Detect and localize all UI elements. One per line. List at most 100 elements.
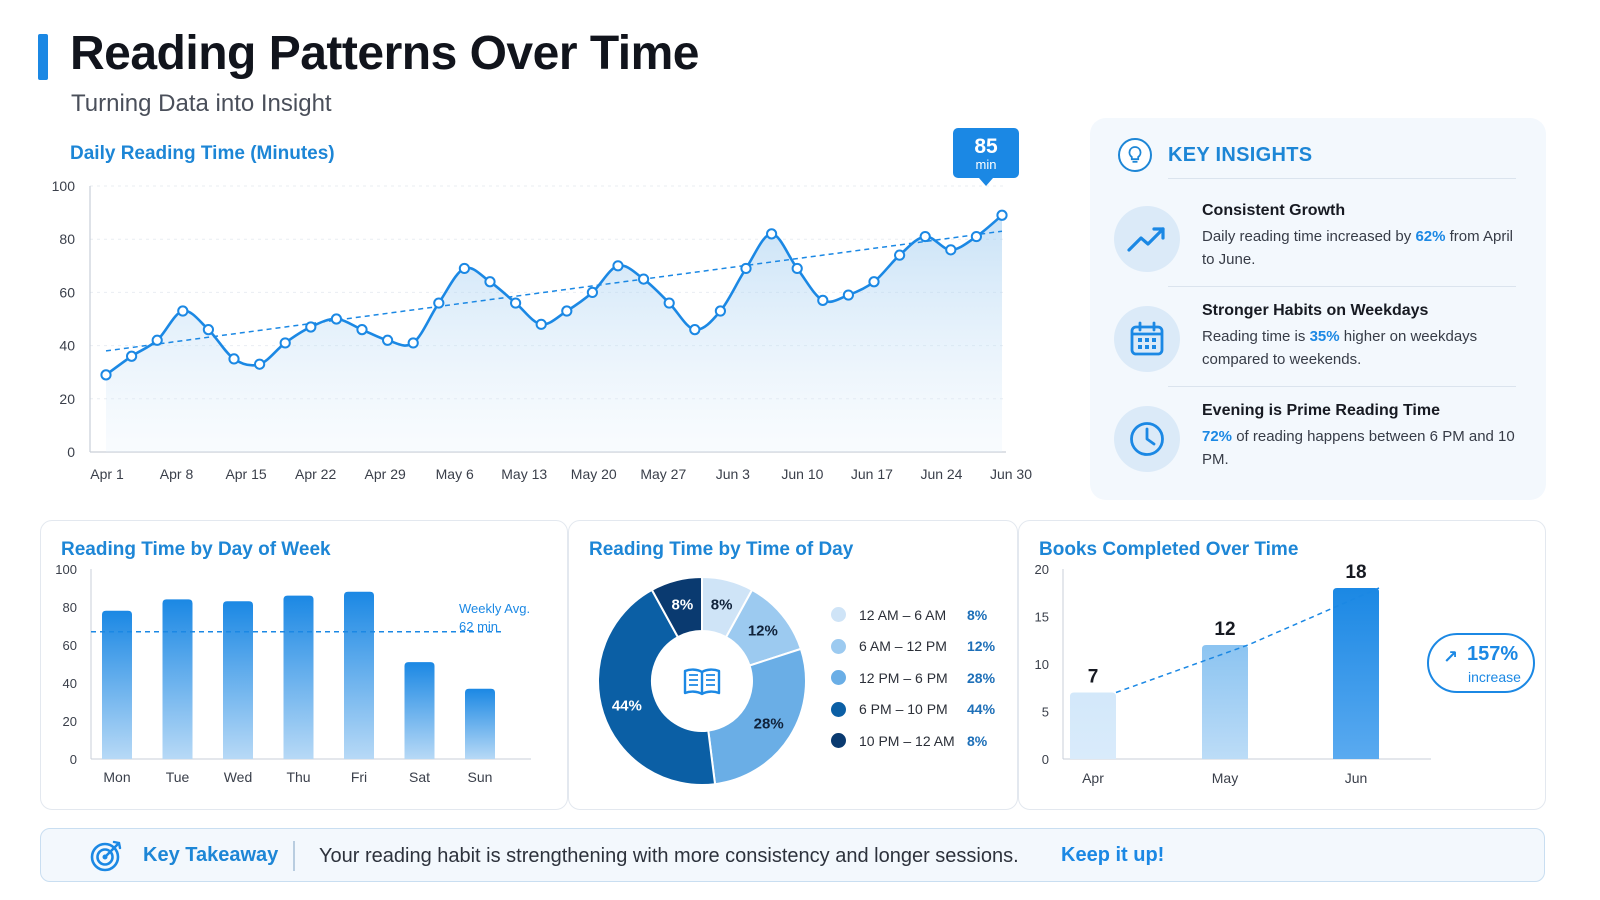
book-icon [683, 668, 721, 696]
divider [293, 841, 295, 871]
y-tick-label: 100 [52, 178, 76, 194]
legend-swatch [831, 638, 846, 654]
bar [283, 595, 314, 759]
donut-slice [597, 588, 717, 786]
data-point [151, 334, 163, 346]
data-point [689, 324, 701, 336]
data-point [970, 230, 983, 243]
badge-value: 157% [1467, 643, 1519, 665]
slice-label: 8% [711, 596, 733, 613]
data-point [612, 260, 624, 272]
badge-label: increase [1468, 669, 1521, 685]
legend-item: 12 PM – 6 PM 28% [831, 662, 995, 694]
insight-description: Reading time is 35% higher on weekdays c… [1202, 328, 1478, 368]
x-tick-label: Mon [103, 769, 130, 785]
data-point [817, 294, 829, 306]
x-tick-label: Tue [166, 769, 190, 785]
insight-title: Consistent Growth [1202, 202, 1346, 219]
bar [465, 688, 495, 759]
data-point [638, 273, 650, 285]
bar [162, 599, 193, 759]
data-point [305, 321, 317, 333]
slice-label: 28% [754, 715, 784, 732]
page-title: Reading Patterns Over Time [70, 27, 700, 80]
data-point [202, 324, 214, 336]
data-point [356, 324, 368, 336]
legend-label: 12 AM – 6 AM [859, 606, 947, 623]
day-of-week-card: 0 20 40 60 80 100 Mon Tue Wed Thu Fri Sat Sun Weekly … [40, 520, 568, 810]
legend-value: 8% [967, 606, 988, 623]
x-tick-label: Apr 8 [160, 466, 194, 482]
x-tick-label: Sun [468, 769, 493, 785]
legend-swatch [831, 670, 846, 686]
bar [1070, 692, 1116, 759]
legend-value: 12% [967, 638, 996, 655]
bar [344, 591, 374, 759]
legend-value: 44% [967, 701, 996, 718]
y-tick-label: 10 [1035, 657, 1049, 672]
bar-value-label: 12 [1214, 619, 1235, 640]
y-tick-label: 5 [1042, 705, 1049, 720]
weekly-average-value: 62 min [459, 619, 498, 634]
insight-item: Consistent Growth Daily reading time inc… [1114, 202, 1522, 288]
insight-item: Stronger Habits on Weekdays Reading time… [1114, 302, 1522, 388]
x-tick-label: Wed [224, 769, 253, 785]
data-point [663, 297, 675, 309]
bar [1202, 645, 1248, 759]
x-tick-label: Fri [351, 769, 367, 785]
time-of-day-donut-chart: 8% 12% 28% 44% 8% [597, 575, 807, 786]
x-tick-label: Jun 24 [920, 466, 962, 482]
y-tick-label: 0 [1042, 752, 1049, 767]
x-tick-label: May 27 [640, 466, 686, 482]
divider [1168, 386, 1516, 387]
slice-label: 12% [748, 623, 778, 640]
x-tick-label: Apr 1 [90, 466, 124, 482]
bar-value-label: 7 [1088, 667, 1099, 688]
legend-swatch [831, 733, 846, 749]
data-point [330, 313, 342, 325]
day-of-week-title: Reading Time by Day of Week [61, 539, 331, 560]
data-point [100, 369, 112, 381]
key-takeaway-banner: Key Takeaway Your reading habit is stren… [40, 828, 1545, 882]
y-tick-label: 40 [63, 676, 77, 691]
x-tick-label: May 20 [571, 466, 617, 482]
data-point [714, 305, 727, 317]
legend-label: 12 PM – 6 PM [859, 669, 948, 686]
trend-up-icon [1114, 206, 1180, 272]
data-point [484, 276, 496, 288]
donut-slice [707, 647, 807, 786]
x-tick-label: Jun 30 [990, 466, 1032, 482]
bar-value-label: 18 [1345, 562, 1366, 583]
legend-label: 10 PM – 12 AM [859, 732, 955, 749]
legend-item: 6 PM – 10 PM 44% [831, 694, 995, 726]
legend-label: 6 AM – 12 PM [859, 638, 947, 655]
y-tick-label: 80 [63, 600, 77, 615]
bar [404, 662, 435, 759]
insight-title: Stronger Habits on Weekdays [1202, 302, 1429, 319]
insight-description: Daily reading time increased by 62% from… [1202, 228, 1513, 268]
x-tick-label: May 6 [436, 466, 474, 482]
increase-badge: ↗ 157% increase [1427, 633, 1535, 693]
x-tick-label: Apr 29 [365, 466, 406, 482]
books-completed-bar-chart: 0 5 10 15 20 7 Apr 12 May 18 Jun [1035, 562, 1431, 786]
target-icon [90, 840, 122, 872]
daily-reading-line-chart: Daily Reading Time (Minutes) 0 20 40 60 80 100… [52, 128, 1032, 482]
x-tick-label: Jun 17 [851, 466, 893, 482]
title-accent-bar [38, 34, 48, 80]
line-chart-title: Daily Reading Time (Minutes) [70, 143, 335, 164]
y-tick-label: 40 [59, 338, 75, 354]
weekly-average-label: Weekly Avg. [459, 601, 530, 616]
legend-swatch [831, 701, 846, 717]
legend-label: 6 PM – 10 PM [859, 701, 948, 718]
time-of-day-title: Reading Time by Time of Day [589, 539, 854, 560]
callout-unit: min [976, 157, 997, 172]
data-point [458, 262, 470, 275]
data-point [868, 276, 880, 288]
day-of-week-bar-chart: 0 20 40 60 80 100 Mon Tue Wed Thu Fri Sat Sun Weekly … [55, 562, 531, 785]
bar [102, 610, 132, 759]
data-point [228, 353, 240, 365]
callout-value: 85 [974, 135, 998, 158]
lightbulb-icon [1118, 138, 1152, 172]
donut-slice [650, 575, 703, 639]
data-point [996, 209, 1008, 221]
